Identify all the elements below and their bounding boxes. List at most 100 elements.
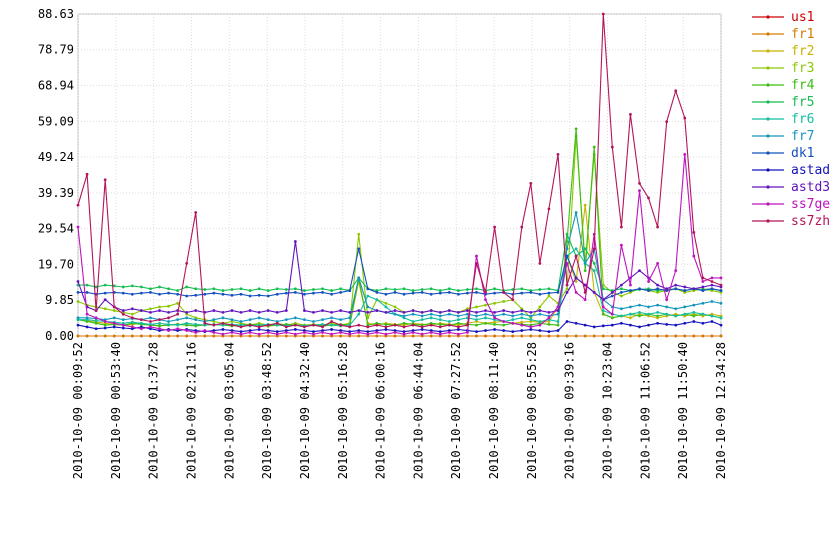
- data-point: [692, 303, 696, 307]
- data-point: [420, 325, 424, 329]
- data-point: [375, 309, 379, 312]
- x-tick-label: 2010-10-09 00:53:40: [109, 342, 123, 479]
- data-point: [656, 287, 660, 291]
- y-tick-label: 29.54: [38, 222, 74, 236]
- data-point: [610, 291, 614, 294]
- y-tick-label: 39.39: [38, 186, 74, 200]
- data-point: [248, 289, 252, 292]
- data-point: [239, 330, 243, 334]
- data-point: [248, 330, 252, 334]
- data-point: [647, 196, 650, 200]
- data-point: [239, 325, 243, 329]
- data-point: [76, 334, 80, 338]
- data-point: [574, 334, 578, 338]
- data-point: [547, 334, 551, 338]
- data-point: [475, 305, 478, 309]
- data-point: [321, 334, 324, 338]
- data-point: [538, 288, 542, 291]
- data-point: [357, 247, 361, 251]
- data-point: [85, 172, 89, 176]
- data-point: [420, 310, 424, 314]
- data-point: [321, 318, 324, 322]
- data-point: [357, 334, 361, 338]
- data-point: [665, 322, 669, 326]
- data-point: [565, 334, 569, 338]
- data-point: [112, 321, 116, 325]
- data-point: [303, 318, 306, 322]
- data-point: [493, 225, 496, 229]
- data-point: [257, 332, 261, 336]
- data-point: [475, 291, 478, 294]
- data-point: [121, 318, 125, 322]
- data-point: [76, 203, 80, 207]
- x-tick-label: 2010-10-09 01:37:28: [147, 342, 161, 479]
- data-point: [619, 334, 623, 338]
- data-point: [456, 318, 460, 322]
- data-point: [438, 332, 442, 336]
- data-point: [592, 145, 596, 149]
- data-point: [719, 316, 723, 320]
- data-point: [158, 318, 161, 322]
- data-point: [266, 323, 270, 327]
- data-point: [493, 334, 496, 338]
- data-point: [619, 314, 623, 318]
- x-tick-label: 2010-10-09 09:39:16: [563, 342, 577, 479]
- data-point: [701, 301, 705, 305]
- data-point: [520, 316, 524, 320]
- data-point: [610, 294, 614, 298]
- data-point: [248, 309, 252, 312]
- data-point: [130, 307, 134, 311]
- data-point: [420, 332, 424, 336]
- data-point: [103, 307, 107, 311]
- data-point: [638, 269, 641, 273]
- data-point: [493, 310, 496, 314]
- data-point: [121, 326, 125, 330]
- series-line: [77, 13, 722, 328]
- data-point: [203, 329, 207, 332]
- data-point: [493, 287, 496, 291]
- data-point: [683, 312, 687, 316]
- data-point: [511, 334, 515, 338]
- data-point: [167, 291, 170, 295]
- data-point: [529, 334, 533, 338]
- data-point: [502, 320, 506, 323]
- data-point: [85, 325, 89, 329]
- data-point: [493, 320, 496, 324]
- data-point: [112, 284, 116, 288]
- data-point: [475, 254, 478, 258]
- data-point: [638, 182, 641, 185]
- data-point: [619, 283, 623, 287]
- data-point: [556, 309, 560, 312]
- data-point: [547, 310, 551, 314]
- data-point: [484, 321, 487, 325]
- data-point: [357, 312, 361, 316]
- data-point: [447, 312, 451, 316]
- data-point: [674, 269, 678, 273]
- data-point: [76, 316, 80, 320]
- data-point: [629, 312, 632, 316]
- data-point: [665, 287, 669, 291]
- data-point: [592, 247, 596, 251]
- data-point: [112, 309, 116, 312]
- data-point: [629, 283, 632, 287]
- data-point: [556, 152, 560, 156]
- data-point: [502, 323, 506, 327]
- data-point: [130, 320, 134, 324]
- data-point: [538, 334, 542, 338]
- data-point: [393, 288, 397, 291]
- data-point: [692, 320, 696, 323]
- data-point: [121, 309, 125, 312]
- x-tick-label: 2010-10-09 11:06:52: [638, 342, 652, 479]
- data-point: [647, 334, 650, 338]
- data-point: [438, 310, 442, 314]
- x-tick-label: 2010-10-09 03:48:52: [260, 342, 274, 479]
- data-point: [330, 316, 333, 320]
- data-point: [149, 320, 152, 323]
- data-point: [429, 323, 433, 327]
- data-point: [665, 312, 669, 316]
- data-point: [556, 291, 560, 294]
- data-point: [484, 291, 487, 294]
- data-point: [121, 285, 125, 289]
- data-point: [339, 318, 343, 322]
- data-point: [601, 309, 605, 312]
